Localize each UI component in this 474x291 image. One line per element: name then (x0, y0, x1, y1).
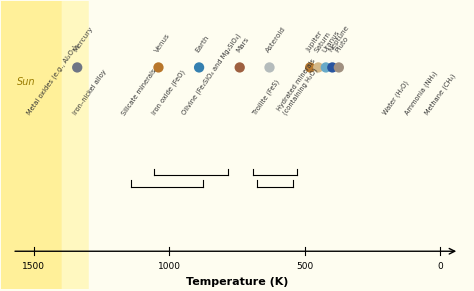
Text: Hydrated minerals
(containing H₂O): Hydrated minerals (containing H₂O) (276, 58, 323, 116)
Text: Uranus: Uranus (321, 29, 340, 53)
Circle shape (0, 0, 88, 291)
Point (73, 65, 81, 70)
Point (335, 65, 343, 70)
Text: Olivine (Fe₂SiO₄ and Mg₂SiO₄): Olivine (Fe₂SiO₄ and Mg₂SiO₄) (180, 33, 242, 116)
Text: Saturn: Saturn (313, 30, 332, 53)
Text: Pluto: Pluto (334, 35, 349, 53)
Text: Silicate minerals: Silicate minerals (121, 68, 158, 116)
Text: Mars: Mars (235, 36, 250, 53)
Text: Iron oxide (FeO): Iron oxide (FeO) (150, 69, 186, 116)
Text: Mercury: Mercury (73, 26, 94, 53)
Text: 500: 500 (296, 262, 313, 271)
Text: Neptune: Neptune (328, 24, 350, 53)
Text: Sun: Sun (17, 77, 35, 87)
Text: 0: 0 (437, 262, 443, 271)
Point (155, 65, 162, 70)
Text: Metal oxides (e.g., Al₂O₃): Metal oxides (e.g., Al₂O₃) (26, 45, 79, 116)
Circle shape (0, 0, 61, 291)
Text: Ammonia (NH₃): Ammonia (NH₃) (404, 70, 438, 116)
Text: Iron–nickel alloy: Iron–nickel alloy (73, 69, 108, 116)
Text: Troilite (FeS): Troilite (FeS) (252, 79, 281, 116)
Text: Jupiter: Jupiter (305, 30, 324, 53)
Text: 1000: 1000 (158, 262, 181, 271)
Point (314, 65, 322, 70)
Text: 1500: 1500 (22, 262, 46, 271)
Text: Temperature (K): Temperature (K) (186, 277, 288, 287)
Text: Water (H₂O): Water (H₂O) (382, 80, 410, 116)
Point (328, 65, 336, 70)
Point (195, 65, 203, 70)
Point (266, 65, 273, 70)
Text: Methane (CH₄): Methane (CH₄) (423, 73, 456, 116)
Text: Earth: Earth (194, 34, 210, 53)
Text: Asteroid: Asteroid (264, 25, 287, 53)
Text: Venus: Venus (154, 32, 171, 53)
Point (306, 65, 314, 70)
Point (322, 65, 329, 70)
Point (236, 65, 244, 70)
